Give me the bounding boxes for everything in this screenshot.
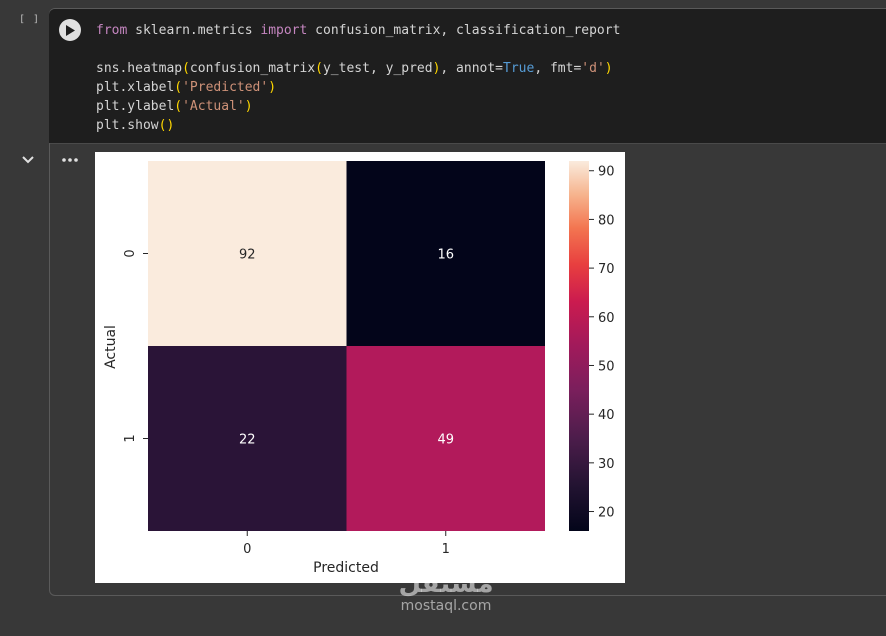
y-tick-label: 0	[123, 249, 138, 257]
cell-annotation: 92	[239, 248, 256, 263]
heatmap-cell	[346, 161, 545, 346]
code-content[interactable]: from sklearn.metrics import confusion_ma…	[96, 21, 620, 135]
output-separator	[50, 143, 886, 144]
watermark-logo: مستقل	[398, 569, 494, 599]
x-tick-label: 1	[442, 542, 450, 557]
colorbar-tick-label: 60	[598, 311, 615, 326]
colorbar	[569, 161, 589, 531]
code-line-6: plt.show()	[96, 118, 175, 133]
watermark: مستقل mostaql.com	[386, 570, 506, 614]
heatmap-output: 92 16 22 49 0 1 0 1 Predicted Actual 20 30 40 50…	[95, 152, 625, 583]
cell-gutter: [ ]	[0, 0, 50, 600]
x-tick-label: 0	[243, 542, 251, 557]
colorbar-tick-label: 50	[598, 359, 615, 374]
heatmap-chart: 92 16 22 49 0 1 0 1 Predicted Actual 20 30 40 50…	[103, 161, 615, 576]
colorbar-tick-label: 80	[598, 213, 615, 228]
output-actions-button[interactable]	[58, 152, 82, 168]
colorbar-tick-label: 30	[598, 457, 615, 472]
cell-annotation: 49	[437, 433, 454, 448]
code-line-5: plt.ylabel('Actual')	[96, 99, 253, 114]
more-horizontal-icon	[62, 158, 78, 162]
heatmap-cell	[346, 346, 545, 531]
code-line-1: from sklearn.metrics import confusion_ma…	[96, 23, 621, 38]
heatmap-cell	[148, 346, 347, 531]
execution-count: [ ]	[19, 14, 41, 25]
play-icon	[66, 24, 75, 36]
code-line-3: sns.heatmap(confusion_matrix(y_test, y_p…	[96, 61, 613, 76]
heatmap-cell	[148, 161, 347, 346]
code-editor[interactable]	[49, 9, 886, 143]
cell-annotation: 22	[239, 433, 256, 448]
colorbar-tick-label: 40	[598, 408, 615, 423]
y-tick-label: 1	[123, 434, 138, 442]
code-line-4: plt.xlabel('Predicted')	[96, 80, 277, 95]
run-cell-button[interactable]	[59, 19, 81, 41]
x-axis-label: Predicted	[313, 560, 379, 576]
colorbar-tick-label: 90	[598, 165, 615, 180]
colorbar-tick-label: 20	[598, 506, 615, 521]
cell-annotation: 16	[437, 248, 454, 263]
chevron-down-icon	[22, 156, 34, 164]
watermark-text: mostaql.com	[400, 598, 492, 614]
colorbar-tick-label: 70	[598, 262, 615, 277]
collapse-output-button[interactable]	[18, 150, 38, 170]
y-axis-label: Actual	[103, 325, 119, 369]
